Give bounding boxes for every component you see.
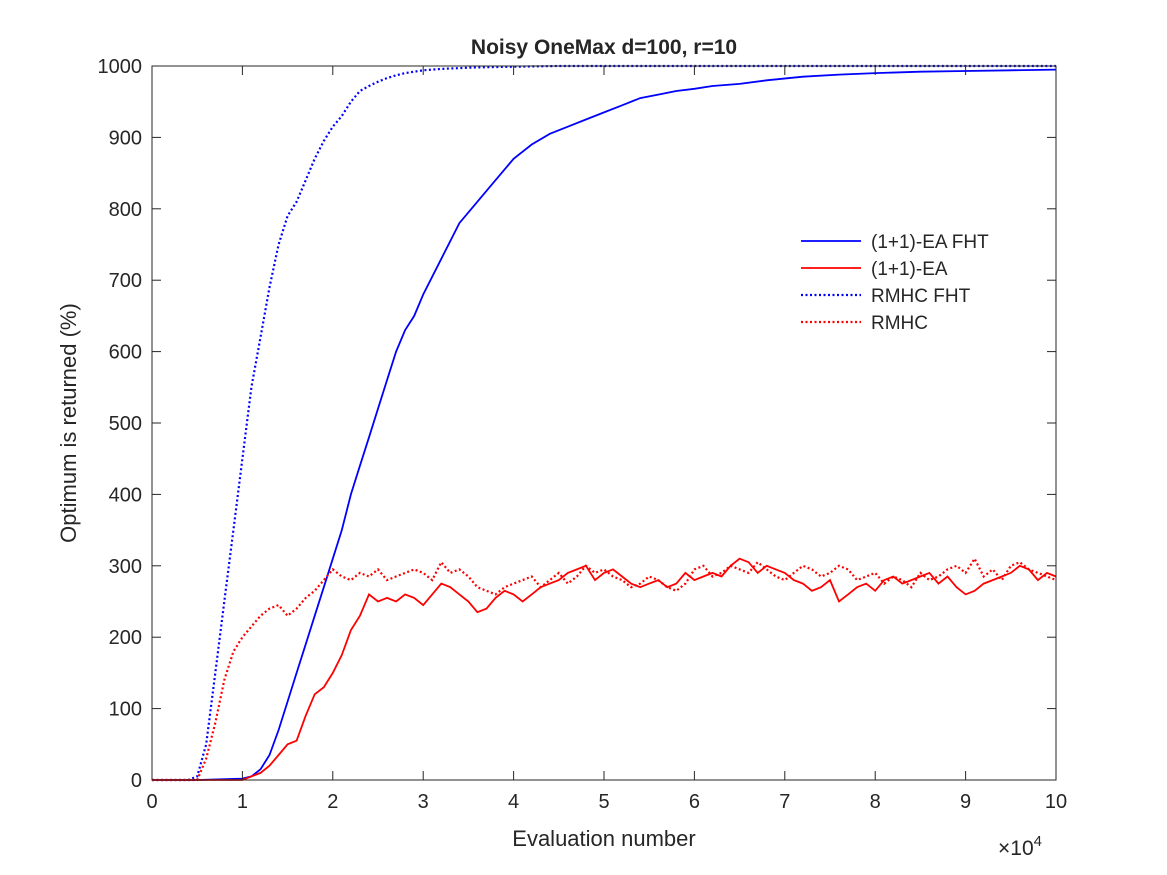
x-tick-label: 1 (237, 791, 248, 813)
y-tick-label: 300 (109, 556, 142, 578)
axis-tick-labels: 0 1 2 3 4 5 6 7 8 9 100100200300400500600700800900… (98, 56, 1068, 813)
y-tick-label: 200 (109, 627, 142, 649)
y-tick-label: 500 (109, 413, 142, 435)
y-tick-label: 600 (109, 342, 142, 364)
x-axis-multiplier: ×104 (998, 833, 1042, 860)
y-axis-label: Optimum is returned (%) (56, 303, 81, 543)
axis-ticks (151, 65, 1057, 781)
legend-label-3: RMHC FHT (871, 286, 971, 307)
chart-title: Noisy OneMax d=100, r=10 (471, 36, 737, 59)
legend-label-4: RMHC (871, 313, 928, 334)
x-tick-label: 8 (870, 791, 881, 813)
y-tick-label: 700 (109, 270, 142, 292)
x-axis-multiplier-exponent: 4 (1034, 833, 1042, 850)
x-tick-label: 9 (960, 791, 971, 813)
y-tick-label: 900 (109, 127, 142, 149)
y-tick-label: 400 (109, 484, 142, 506)
legend-label-1: (1+1)-EA FHT (871, 232, 989, 253)
y-tick-label: 800 (109, 199, 142, 221)
x-tick-label: 5 (598, 791, 609, 813)
series-line-4 (152, 556, 1057, 782)
x-tick-label: 4 (508, 791, 519, 813)
x-axis-multiplier-base: ×10 (998, 837, 1034, 860)
x-tick-label: 2 (327, 791, 338, 813)
y-tick-label: 0 (131, 770, 142, 792)
x-axis-label: Evaluation number (512, 826, 695, 851)
legend: (1+1)-EA FHT (1+1)-EA RMHC FHT RMHC (801, 232, 989, 334)
y-tick-label: 1000 (98, 56, 143, 78)
series-line-1 (152, 68, 1057, 781)
y-tick-label: 100 (109, 699, 142, 721)
x-tick-label: 0 (146, 791, 157, 813)
x-tick-label: 3 (418, 791, 429, 813)
x-tick-label: 7 (779, 791, 790, 813)
legend-label-2: (1+1)-EA (871, 259, 948, 280)
x-tick-label: 10 (1045, 791, 1067, 813)
x-tick-label: 6 (689, 791, 700, 813)
